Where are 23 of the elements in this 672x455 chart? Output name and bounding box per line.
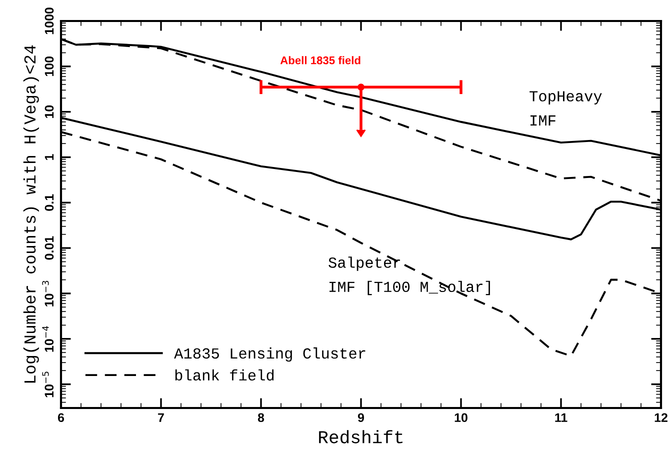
x-tick-label: 7 [158,413,164,422]
y-tick-label: 0.01 [44,236,54,260]
legend-label: blank field [175,369,274,381]
y-tick-label: 1 [44,154,54,160]
annotation: TopHeavy IMF [530,91,602,126]
y-tick-label: 10$^{−5}$ [42,372,54,398]
y-tick-label: 10$^{−4}$ [42,326,54,352]
y-tick-label: 0.1 [44,194,54,211]
x-tick-label: 12 [654,413,668,422]
y-tick-label: 10 [44,105,54,118]
x-tick-label: 6 [58,413,64,422]
y-tick-label: 1000 [44,8,54,34]
x-axis-title: Redshift [319,430,402,444]
y-tick-label: 10$^{−3}$ [42,280,54,306]
series-label: Abell 1835 field [280,56,360,64]
x-tick-label: 11 [555,413,568,422]
annotation: Salpeter IMF [T100 M_solar] [328,256,490,296]
y-axis-title: Log(Number counts) with H(Vega)<24 [23,45,39,383]
legend-label: A1835 Lensing Cluster [174,347,366,362]
x-tick-label: 10 [454,413,468,422]
x-tick-label: 8 [258,413,264,422]
x-tick-label: 9 [358,413,364,422]
y-tick-label: 100 [44,56,54,76]
